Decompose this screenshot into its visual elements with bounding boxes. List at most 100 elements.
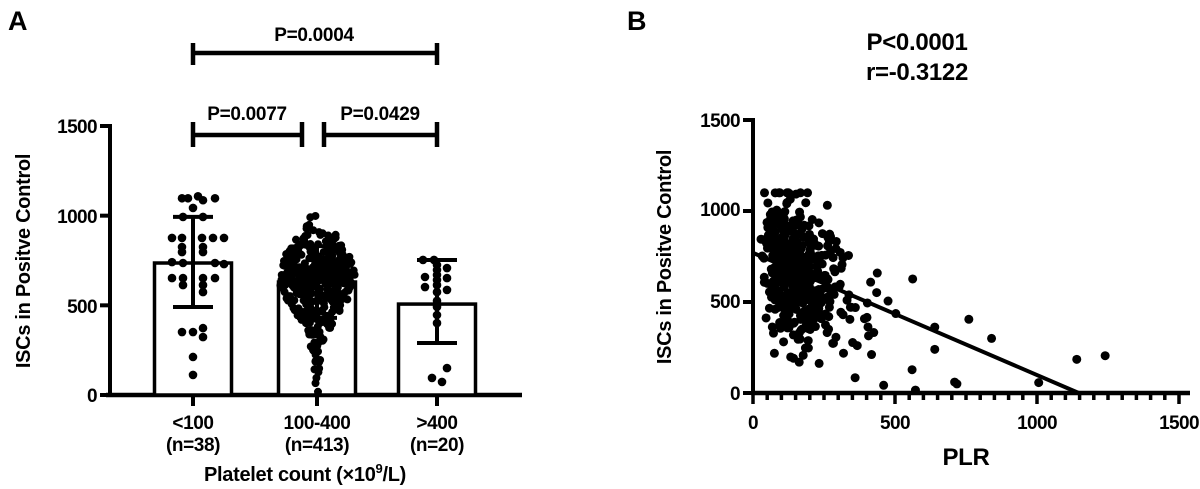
- scatter-point: [791, 215, 801, 225]
- beeswarm-point: [334, 271, 343, 280]
- scatter-point: [786, 224, 796, 234]
- scatter-point: [872, 288, 882, 298]
- panel-b-plot: [743, 118, 1181, 404]
- scatter-point: [862, 312, 872, 322]
- beeswarm-point: [302, 307, 311, 316]
- beeswarm-point: [280, 288, 289, 297]
- beeswarm-point: [312, 327, 321, 336]
- a-category-n-2: (n=413): [285, 435, 349, 456]
- a-category-2: 100-400: [284, 413, 351, 434]
- beeswarm-point: [294, 246, 303, 255]
- scatter-point: [791, 252, 801, 262]
- scatter-point-outlier: [1034, 378, 1044, 388]
- b-ytick-label-0: 0: [730, 384, 740, 405]
- scatter-point: [769, 215, 779, 225]
- scatter-point: [866, 277, 876, 287]
- data-point: [188, 352, 198, 362]
- scatter-point-outlier: [964, 314, 974, 324]
- data-point: [198, 323, 208, 333]
- a-category-1: <100: [172, 413, 213, 434]
- data-point: [432, 310, 442, 320]
- data-point: [167, 233, 177, 243]
- data-point: [442, 273, 452, 283]
- b-xtick-label-0: 0: [748, 413, 758, 434]
- data-point: [432, 302, 442, 312]
- beeswarm-point: [305, 318, 314, 327]
- significance-label-1: P=0.0004: [274, 25, 354, 46]
- beeswarm-point: [314, 240, 323, 249]
- beeswarm-point: [327, 279, 336, 288]
- scatter-point: [761, 313, 771, 323]
- scatter-point-outlier: [987, 333, 997, 343]
- beeswarm-point: [313, 342, 322, 351]
- beeswarm-point: [312, 373, 321, 382]
- data-point: [427, 373, 437, 383]
- beeswarm-point: [292, 277, 301, 286]
- scatter-point: [799, 232, 809, 242]
- data-point: [442, 263, 452, 273]
- scatter-point: [867, 350, 877, 360]
- beeswarm-point: [318, 265, 327, 274]
- data-point: [188, 203, 198, 213]
- scatter-point: [790, 279, 800, 289]
- scatter-point-outlier: [910, 385, 920, 395]
- scatter-point: [803, 336, 813, 346]
- data-point: [167, 273, 177, 283]
- scatter-point: [822, 274, 832, 284]
- data-point: [442, 363, 452, 373]
- b-p-value: P<0.0001: [866, 29, 967, 56]
- data-point: [420, 282, 430, 292]
- scatter-point: [813, 266, 823, 276]
- beeswarm-point: [302, 300, 311, 309]
- scatter-point: [824, 312, 834, 322]
- beeswarm-point: [321, 237, 330, 246]
- b-r-value: r=-0.3122: [866, 59, 968, 86]
- a-category-3: >400: [416, 413, 457, 434]
- data-point: [210, 193, 220, 203]
- beeswarm-point: [286, 276, 295, 285]
- scatter-point: [814, 358, 824, 368]
- scatter-point: [756, 234, 766, 244]
- scatter-point: [774, 188, 784, 198]
- beeswarm-point: [331, 233, 340, 242]
- data-point: [432, 287, 442, 297]
- scatter-point: [779, 337, 789, 347]
- scatter-point: [779, 311, 789, 321]
- scatter-point: [836, 307, 846, 317]
- beeswarm-point: [308, 263, 317, 272]
- scatter-point: [779, 234, 789, 244]
- scatter-point: [908, 274, 918, 284]
- scatter-point: [816, 298, 826, 308]
- beeswarm-point: [343, 295, 352, 304]
- b-y-axis-title: ISCs in Positve Control: [654, 150, 676, 364]
- scatter-point: [863, 322, 873, 332]
- scatter-point-outlier: [952, 379, 962, 389]
- scatter-point: [852, 341, 862, 351]
- scatter-point: [814, 218, 824, 228]
- b-ytick-label-1500: 1500: [700, 111, 740, 132]
- beeswarm-point: [315, 296, 324, 305]
- scatter-point: [831, 244, 841, 254]
- scatter-point: [829, 264, 839, 274]
- significance-label-3: P=0.0429: [340, 104, 419, 125]
- scatter-point: [779, 304, 789, 314]
- beeswarm-point: [285, 251, 294, 260]
- scatter-point: [800, 343, 810, 353]
- scatter-point: [835, 279, 845, 289]
- scatter-point: [817, 229, 827, 239]
- scatter-point: [807, 297, 817, 307]
- beeswarm-point: [311, 357, 320, 366]
- data-point: [432, 318, 442, 328]
- scatter-point: [782, 199, 792, 209]
- data-point: [188, 370, 198, 380]
- scatter-point: [770, 295, 780, 305]
- scatter-point: [822, 200, 832, 210]
- scatter-point: [778, 296, 788, 306]
- beeswarm-point: [332, 305, 341, 314]
- a-x-axis-title: Platelet count (×109/L): [204, 461, 406, 486]
- beeswarm-point: [312, 312, 321, 321]
- beeswarm-point: [313, 387, 322, 396]
- beeswarm-point: [306, 213, 315, 222]
